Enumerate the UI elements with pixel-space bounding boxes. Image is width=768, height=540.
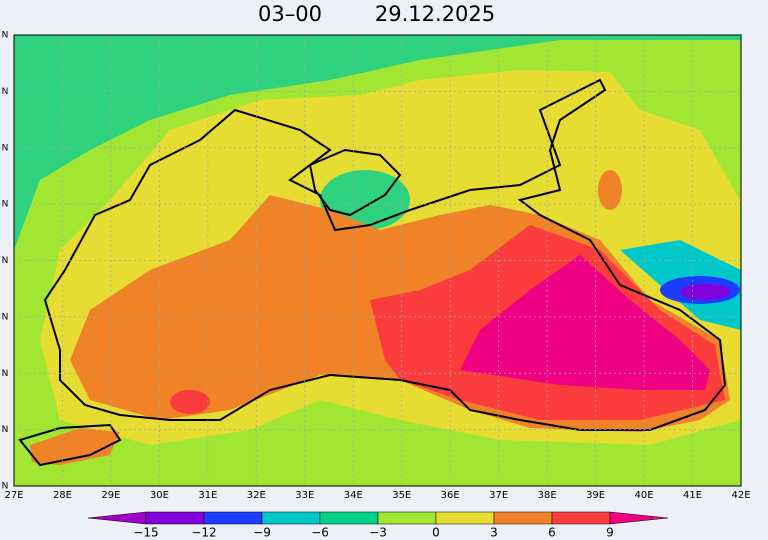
lat-label: N: [2, 425, 9, 435]
lat-label: N: [2, 369, 9, 379]
colorbar-segment: [203, 511, 263, 525]
colorbar-label: −6: [311, 526, 329, 540]
field-red-patch: [170, 390, 210, 414]
lon-label: 28E: [53, 490, 72, 501]
colorbar-segment: [435, 511, 495, 525]
lat-label: N: [2, 200, 9, 210]
colorbar-segment: [493, 511, 553, 525]
colorbar: −15 −12 −9 −6 −3 0 3 6 9: [87, 511, 669, 540]
lon-label: 33E: [295, 490, 314, 501]
lon-label: 27E: [4, 490, 23, 501]
lat-label: N: [2, 87, 9, 97]
colorbar-label: 3: [490, 526, 498, 540]
colorbar-end: [87, 511, 147, 525]
colorbar-label: 0: [432, 526, 440, 540]
field-marmara: [30, 428, 120, 465]
field-violet: [680, 284, 730, 300]
lon-label: 42E: [731, 490, 750, 501]
lon-label: 40E: [635, 490, 654, 501]
lon-label: 31E: [198, 490, 217, 501]
colorbar-label: −3: [369, 526, 387, 540]
graticule: [14, 35, 741, 486]
colorbar-label: −9: [253, 526, 271, 540]
colorbar-label: −15: [133, 526, 158, 540]
colorbar-segment: [145, 511, 205, 525]
colorbar-label: 9: [606, 526, 614, 540]
title-date: 29.12.2025: [375, 2, 495, 26]
lon-label: 41E: [683, 490, 702, 501]
lon-label: 32E: [247, 490, 266, 501]
lon-label: 37E: [489, 490, 508, 501]
colorbar-end: [609, 511, 669, 525]
lon-label: 38E: [538, 490, 557, 501]
lon-label: 36E: [441, 490, 460, 501]
coastline: [18, 78, 727, 467]
colorbar-label: 6: [548, 526, 556, 540]
lat-label: N: [2, 143, 9, 153]
axis-labels: 27E 28E 29E 30E 31E 32E 33E 34E 35E 36E 37E 38E 39E 4…: [2, 31, 751, 502]
lat-label: N: [2, 31, 9, 41]
title-time: 03–00: [258, 2, 322, 26]
lat-label: N: [2, 482, 9, 492]
lon-label: 35E: [392, 490, 411, 501]
field-magenta: [460, 255, 710, 390]
map-frame: [13, 34, 742, 487]
colorbar-label: −12: [191, 526, 216, 540]
lon-label: 39E: [586, 490, 605, 501]
colorbar-segment: [377, 511, 437, 525]
field: [14, 35, 741, 486]
lon-label: 34E: [344, 490, 363, 501]
field-orange-patch: [598, 170, 622, 210]
colorbar-segment: [261, 511, 321, 525]
lat-label: N: [2, 312, 9, 322]
lon-label: 29E: [101, 490, 120, 501]
colorbar-segment: [551, 511, 611, 525]
lon-label: 30E: [150, 490, 169, 501]
lat-label: N: [2, 256, 9, 266]
colorbar-segment: [319, 511, 379, 525]
